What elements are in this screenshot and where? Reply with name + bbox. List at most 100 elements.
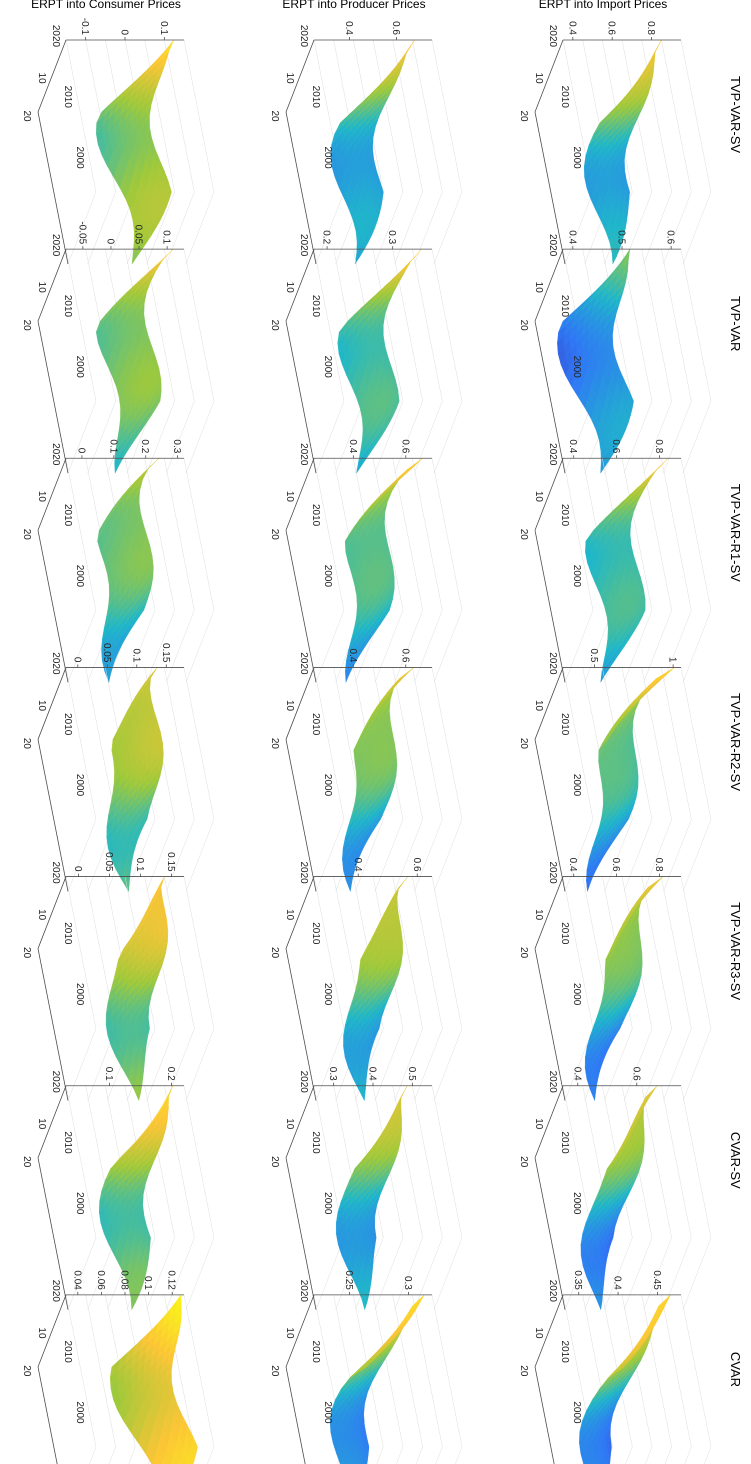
surface-patch [360,941,371,960]
grid-line [166,401,195,474]
horizon-axis [285,876,315,949]
surface-patch [148,259,163,279]
z-tick-label: 0.6 [399,439,410,453]
z-tick-label: 0.4 [566,21,577,35]
horizon-axis [37,39,67,113]
grid-line [67,191,97,265]
grid-line [682,819,712,892]
grid-line [564,1028,594,1101]
z-tick-label: 1 [667,657,678,663]
surface-patch [392,1316,412,1335]
grid-line [621,667,653,820]
z-tick-label: 0.06 [95,1270,106,1290]
back-edge [37,321,69,474]
horizon-tick-label: 20 [21,529,32,541]
surface-panel: 0.1 0.2 2020 2010 2000 10 20 [21,1067,215,1311]
time-tick-label: 2020 [50,652,61,675]
time-tick-label: 2000 [322,565,333,588]
z-tick-label: 0.5 [588,649,599,663]
grid-line [621,458,653,611]
grid-line [392,249,423,402]
grid-line [183,39,215,193]
grid-line [164,39,195,193]
time-tick-label: 2010 [62,1341,73,1364]
horizon-axis [37,248,67,322]
grid-line [394,1237,423,1310]
surface-panel: 0.4 0.6 2020 2010 2000 10 20 [269,858,463,1102]
grid-line [87,191,116,265]
horizon-tick-label: 20 [269,738,280,750]
grid-line [166,610,195,683]
grid-line [394,610,423,683]
time-tick-label: 2010 [559,295,570,318]
grid-line [166,819,195,892]
grid-line [661,1085,692,1238]
back-edge [534,1366,566,1464]
surface-panel: 0.25 0.3 2020 2010 2000 10 20 [269,1270,463,1464]
grid-line [126,819,156,892]
z-tick-label: 0.12 [166,1270,177,1290]
horizon-tick-label: 10 [36,73,47,85]
grid-line [682,1028,712,1101]
grid-line [185,1028,215,1101]
time-tick-label: 2000 [74,565,85,588]
grid-line [185,1237,215,1310]
grid-line [412,1085,443,1238]
z-tick-label: 0.35 [572,1270,583,1290]
back-edge [37,111,69,265]
grid-line [562,1085,594,1238]
grid-line [394,819,423,892]
grid-line [146,610,175,683]
surface-patch [585,522,601,542]
horizon-tick-label: 10 [284,1327,295,1339]
grid-line [414,610,443,683]
horizon-axis [285,39,315,113]
z-tick-label: 0.4 [347,649,358,663]
horizon-tick-label: 20 [518,1365,529,1377]
time-tick-label: 2020 [50,1280,61,1303]
horizon-tick-label: 10 [533,1327,544,1339]
surface-panel: 0.3 0.4 0.5 2020 2010 2000 10 20 [269,1067,463,1311]
horizon-tick-label: 10 [284,73,295,85]
grid-line [433,610,463,683]
z-tick-label: 0.15 [160,643,171,663]
surface-patch [558,313,572,333]
horizon-tick-label: 10 [36,1118,47,1130]
time-tick-label: 2010 [310,713,321,736]
grid-line [67,1446,97,1464]
back-edge [285,1157,317,1310]
z-tick-label: 0 [119,29,130,35]
time-tick-label: 2020 [298,652,309,675]
horizon-tick-label: 20 [269,320,280,332]
grid-line [87,401,116,474]
grid-line [146,401,175,474]
horizon-tick-label: 10 [533,282,544,294]
time-tick-label: 2020 [547,1071,558,1094]
grid-line [146,1237,175,1310]
back-edge [534,111,566,265]
surface-panel: 0 0.05 0.1 0.15 2020 2010 2000 10 20 [21,643,215,893]
grid-line [166,191,195,265]
surface-panel: -0.1 0 0.1 2020 2010 2000 10 20 [21,18,215,265]
grid-line [126,610,156,683]
grid-line [146,191,175,265]
horizon-tick-label: 10 [36,491,47,503]
back-edge [285,948,317,1101]
grid-line [392,458,423,611]
surface-panel: 0.2 0.3 2020 2010 2000 10 20 [269,230,463,474]
surface-patch [96,104,110,124]
grid-line [65,39,97,193]
surface-patch [403,1301,421,1321]
model-title: TVP-VAR-SV [728,76,743,153]
time-tick-label: 2020 [50,25,61,48]
surface-patch [110,1150,128,1169]
grid-line [680,876,712,1029]
surface-patch [97,522,104,542]
horizon-axis [534,248,564,322]
back-edge [534,321,566,474]
surface-patch [340,104,361,124]
back-edge [285,739,317,892]
grid-line [643,191,672,265]
horizon-axis [37,667,67,740]
row-label: ERPT into Consumer Prices [31,0,181,11]
